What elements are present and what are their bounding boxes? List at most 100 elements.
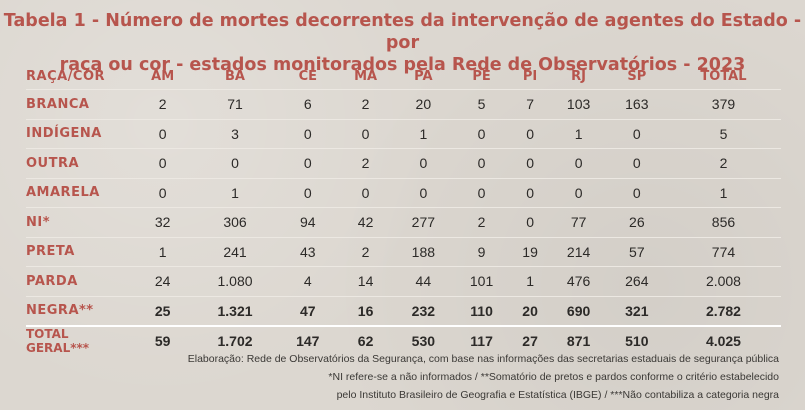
table-cell: 20 (510, 296, 550, 327)
table-cell: 188 (394, 237, 453, 267)
table-cell: 59 (134, 325, 192, 356)
header-cell-pe: PE (452, 63, 511, 90)
table-cell: 71 (191, 89, 279, 120)
table-cell: 214 (549, 237, 608, 267)
table-row: TOTAL GERAL*** 59 1.702 147 62 530 117 27 871 510… (26, 325, 781, 356)
table-cell: 0 (134, 148, 192, 179)
table-cell: 4.025 (665, 325, 781, 356)
table-cell: 20 (394, 89, 453, 120)
row-label: OUTRA (26, 148, 134, 179)
table-cell: 1 (394, 119, 453, 149)
table-cell: 2 (336, 89, 395, 120)
table-cell: 0 (336, 119, 395, 149)
table-cell: 1 (191, 178, 279, 208)
header-cell-am: AM (134, 63, 192, 90)
header-cell-pi: PI (510, 63, 550, 90)
table-cell: 24 (134, 266, 192, 297)
table-cell: 0 (452, 148, 511, 179)
deaths-table: RAÇA/COR AM BA CE MA PA PE PI RJ SP TOTA… (26, 63, 781, 356)
table-cell: 379 (665, 89, 781, 120)
table-cell: 32 (134, 207, 192, 238)
table-cell: 2 (665, 148, 781, 179)
table-cell: 0 (607, 148, 666, 179)
table-cell: 264 (607, 266, 666, 297)
source-note: Elaboração: Rede de Observatórios da Seg… (187, 353, 779, 365)
table-cell: 871 (549, 325, 608, 356)
table-cell: 101 (452, 266, 511, 297)
table-row: OUTRA 0 0 0 2 0 0 0 0 0 2 (26, 148, 781, 179)
table-body: BRANCA 2 71 6 2 20 5 7 103 163 379 INDÍGENA 0 3 0 0 1 0 0 1… (26, 89, 781, 356)
table-cell: 2.782 (665, 296, 781, 327)
table-cell: 0 (510, 119, 550, 149)
table-cell: 94 (278, 207, 337, 238)
table-cell: 2 (336, 148, 395, 179)
footnote-ibge: pelo Instituto Brasileiro de Geografia e… (336, 389, 779, 401)
table-cell: 0 (278, 148, 337, 179)
row-label: TOTAL GERAL*** (26, 325, 134, 356)
table-cell: 1 (134, 237, 192, 267)
table-cell: 2.008 (665, 266, 781, 297)
table-cell: 1.702 (191, 325, 279, 356)
table-cell: 117 (452, 325, 511, 356)
table-cell: 6 (278, 89, 337, 120)
header-cell-ce: CE (278, 63, 337, 90)
table-cell: 110 (452, 296, 511, 327)
table-cell: 27 (510, 325, 550, 356)
table-cell: 1 (510, 266, 550, 297)
table-cell: 0 (134, 178, 192, 208)
table-cell: 3 (191, 119, 279, 149)
table-cell: 42 (336, 207, 395, 238)
table-cell: 19 (510, 237, 550, 267)
table-cell: 62 (336, 325, 395, 356)
row-label: AMARELA (26, 178, 134, 208)
table-cell: 163 (607, 89, 666, 120)
table-row: BRANCA 2 71 6 2 20 5 7 103 163 379 (26, 89, 781, 120)
table-row: INDÍGENA 0 3 0 0 1 0 0 1 0 5 (26, 119, 781, 149)
table-cell: 1 (549, 119, 608, 149)
header-cell-ma: MA (336, 63, 395, 90)
table-cell: 510 (607, 325, 666, 356)
table-cell: 0 (607, 178, 666, 208)
table-row: AMARELA 0 1 0 0 0 0 0 0 0 1 (26, 178, 781, 208)
table-row: PRETA 1 241 43 2 188 9 19 214 57 774 (26, 237, 781, 267)
table-cell: 0 (510, 178, 550, 208)
table-cell: 476 (549, 266, 608, 297)
title-line-1: Tabela 1 - Número de mortes decorrentes … (3, 11, 802, 53)
table-cell: 5 (452, 89, 511, 120)
table-cell: 0 (394, 148, 453, 179)
row-label: BRANCA (26, 89, 134, 120)
row-label: PRETA (26, 237, 134, 267)
table-cell: 0 (394, 178, 453, 208)
header-cell-total: TOTAL (665, 63, 781, 90)
table-cell: 103 (549, 89, 608, 120)
table-cell: 2 (134, 89, 192, 120)
table-cell: 1.321 (191, 296, 279, 327)
header-cell-ba: BA (191, 63, 279, 90)
table-cell: 25 (134, 296, 192, 327)
table-cell: 0 (607, 119, 666, 149)
table-cell: 277 (394, 207, 453, 238)
table-cell: 147 (278, 325, 337, 356)
table-cell: 241 (191, 237, 279, 267)
table-cell: 321 (607, 296, 666, 327)
table-cell: 0 (336, 178, 395, 208)
table-cell: 47 (278, 296, 337, 327)
table-cell: 0 (549, 148, 608, 179)
table-cell: 4 (278, 266, 337, 297)
table-cell: 1.080 (191, 266, 279, 297)
table-cell: 1 (665, 178, 781, 208)
table-cell: 43 (278, 237, 337, 267)
row-label: NI* (26, 207, 134, 238)
table-cell: 2 (336, 237, 395, 267)
row-label: NEGRA** (26, 296, 134, 327)
header-row: RAÇA/COR AM BA CE MA PA PE PI RJ SP TOTA… (26, 63, 781, 90)
table-cell: 44 (394, 266, 453, 297)
table-cell: 57 (607, 237, 666, 267)
table-cell: 5 (665, 119, 781, 149)
row-label: INDÍGENA (26, 119, 134, 149)
table-cell: 16 (336, 296, 395, 327)
table-cell: 9 (452, 237, 511, 267)
table-cell: 306 (191, 207, 279, 238)
table-cell: 77 (549, 207, 608, 238)
table-cell: 690 (549, 296, 608, 327)
